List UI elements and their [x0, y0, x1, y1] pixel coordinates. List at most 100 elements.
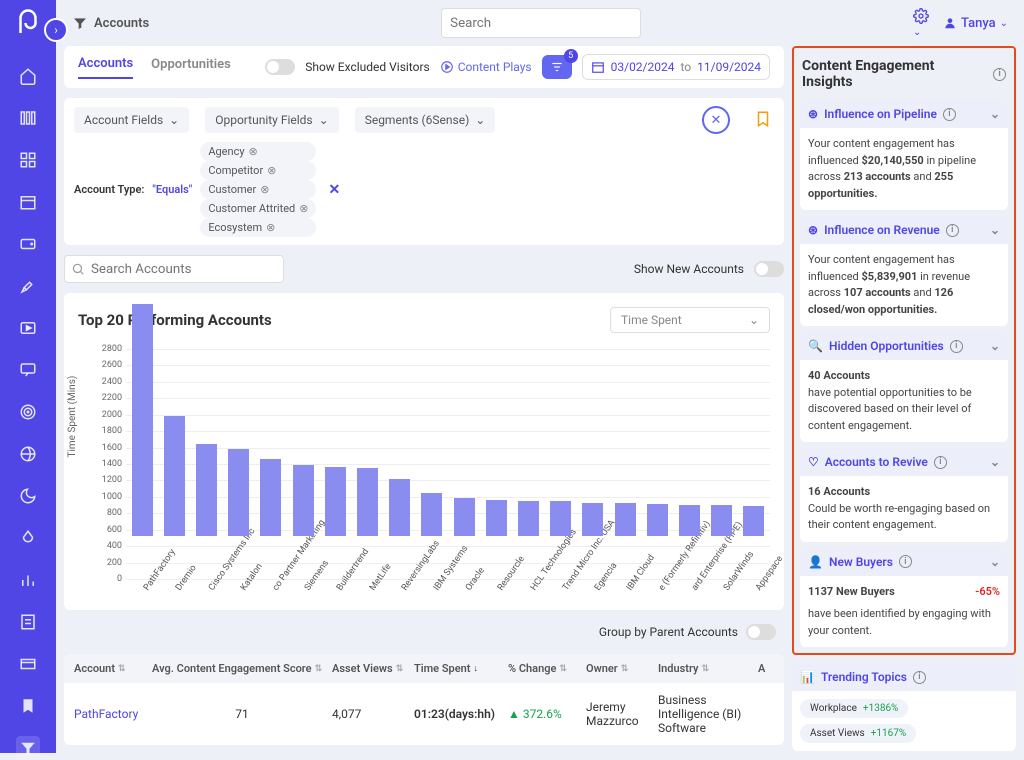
chart-bar[interactable] — [325, 467, 346, 536]
filter-chip[interactable]: Customer ⊗ — [200, 180, 316, 199]
chart-bar[interactable] — [615, 503, 636, 536]
moon-icon[interactable] — [16, 484, 40, 508]
drop-icon[interactable] — [16, 526, 40, 550]
filter-button[interactable]: 5 — [542, 55, 572, 79]
show-new-toggle[interactable] — [754, 261, 784, 277]
chart-bar[interactable] — [164, 416, 185, 536]
chart-bar[interactable] — [389, 479, 410, 537]
filter-chip[interactable]: Ecosystem ⊗ — [200, 218, 316, 237]
save-bookmark-button[interactable] — [754, 108, 774, 132]
bookmark-icon[interactable] — [16, 694, 40, 718]
x-label: SolarWinds — [722, 550, 756, 593]
calendar-icon[interactable] — [16, 190, 40, 214]
play-icon[interactable] — [16, 316, 40, 340]
chart-bar[interactable] — [293, 465, 314, 536]
date-range-picker[interactable]: 03/02/2024 to 11/09/2024 — [582, 54, 770, 80]
trending-chip[interactable]: Workplace+1386% — [800, 699, 908, 718]
chart-bar[interactable] — [454, 498, 475, 536]
clear-filters-button[interactable]: ✕ — [702, 106, 730, 134]
trending-chip[interactable]: Asset Views+1167% — [800, 724, 916, 743]
insight-buyers-header[interactable]: 👤 New Buyers i ⌄ — [800, 548, 1008, 576]
search-input[interactable] — [441, 8, 641, 38]
info-icon[interactable]: i — [993, 68, 1006, 81]
th-a[interactable]: A — [758, 662, 774, 675]
chip-remove-icon[interactable]: ⊗ — [267, 164, 276, 177]
wallet-icon[interactable] — [16, 232, 40, 256]
chart-bar[interactable] — [260, 459, 281, 536]
group-toggle[interactable] — [746, 624, 776, 640]
th-change[interactable]: % Change⇅ — [508, 662, 586, 675]
th-aces[interactable]: Avg. Content Engagement Score⇅ — [152, 662, 332, 675]
chart-bar[interactable] — [196, 444, 217, 536]
chart-bar[interactable] — [228, 449, 249, 536]
user-menu[interactable]: Tanya ⌄ — [943, 16, 1008, 31]
filter-chip[interactable]: Agency ⊗ — [200, 142, 316, 161]
chip-remove-icon[interactable]: ⊗ — [249, 145, 258, 158]
chart-bar[interactable] — [421, 493, 442, 536]
tab-accounts[interactable]: Accounts — [78, 56, 133, 79]
info-icon[interactable]: i — [946, 224, 959, 237]
chart-bar[interactable] — [647, 504, 668, 536]
topbar: Accounts ⌄ Tanya ⌄ — [56, 0, 1024, 46]
insight-hidden-header[interactable]: 🔍 Hidden Opportunities i ⌄ — [800, 332, 1008, 360]
th-industry[interactable]: Industry⇅ — [658, 662, 758, 675]
accounts-search-input[interactable] — [64, 255, 284, 283]
insights-panel: Content Engagement Insights i ⊛ Influenc… — [792, 46, 1016, 655]
info-icon[interactable]: i — [950, 340, 963, 353]
chip-remove-icon[interactable]: ⊗ — [260, 183, 269, 196]
y-axis-label: Time Spent (Mins) — [67, 375, 78, 457]
th-owner[interactable]: Owner⇅ — [586, 662, 658, 675]
chart-metric-select[interactable]: Time Spent⌄ — [610, 307, 770, 333]
y-tick: 600 — [94, 525, 122, 535]
global-search[interactable] — [441, 8, 641, 38]
chip-remove-icon[interactable]: ⊗ — [299, 202, 308, 215]
bars-icon[interactable] — [16, 568, 40, 592]
target-icon[interactable] — [16, 400, 40, 424]
insight-revive-header[interactable]: ♡ Accounts to Revive i ⌄ — [800, 448, 1008, 476]
chart-bar[interactable] — [550, 501, 571, 536]
chat-icon[interactable] — [16, 358, 40, 382]
trending-header[interactable]: 📊 Trending Topics i — [792, 663, 1016, 691]
filter-chip[interactable]: Competitor ⊗ — [200, 161, 316, 180]
library-icon[interactable] — [16, 106, 40, 130]
chart-bar[interactable] — [518, 501, 539, 536]
excluded-toggle[interactable] — [265, 59, 295, 75]
chip-remove-icon[interactable]: ⊗ — [266, 221, 275, 234]
info-icon[interactable]: i — [899, 555, 912, 568]
info-icon[interactable]: i — [913, 671, 926, 684]
insight-revenue-header[interactable]: ⊛ Influence on Revenue i ⌄ — [800, 216, 1008, 244]
funnel-icon[interactable] — [16, 736, 40, 760]
clear-chip-button[interactable]: ✕ — [328, 182, 340, 198]
info-icon[interactable]: i — [934, 456, 947, 469]
info-icon[interactable]: i — [943, 108, 956, 121]
accounts-search[interactable] — [64, 255, 284, 283]
expand-sidebar-button[interactable]: › — [44, 18, 68, 42]
segments-dropdown[interactable]: Segments (6Sense)⌄ — [355, 107, 496, 133]
globe-icon[interactable] — [16, 442, 40, 466]
report-icon[interactable] — [16, 610, 40, 634]
tools-icon[interactable] — [16, 274, 40, 298]
th-time-spent[interactable]: Time Spent↓ — [414, 662, 508, 675]
insight-pipeline-header[interactable]: ⊛ Influence on Pipeline i ⌄ — [800, 100, 1008, 128]
filter-chip[interactable]: Customer Attrited ⊗ — [200, 199, 316, 218]
chart-bar[interactable] — [679, 505, 700, 536]
home-icon[interactable] — [16, 64, 40, 88]
table-row[interactable]: PathFactory 71 4,077 01:23(days:hh) ▲ 37… — [64, 683, 784, 745]
opportunity-fields-dropdown[interactable]: Opportunity Fields⌄ — [205, 107, 338, 133]
th-asset-views[interactable]: Asset Views⇅ — [332, 662, 414, 675]
chart-bar[interactable] — [743, 506, 764, 536]
chart-bar[interactable] — [357, 468, 378, 536]
th-account[interactable]: Account⇅ — [74, 662, 152, 675]
chart-bar[interactable] — [132, 304, 153, 536]
content-plays-link[interactable]: Content Plays — [440, 60, 532, 74]
chart-bar[interactable] — [711, 505, 732, 536]
grid-icon[interactable] — [16, 148, 40, 172]
card-icon[interactable] — [16, 652, 40, 676]
chart-bar[interactable] — [582, 503, 603, 536]
settings-button[interactable]: ⌄ — [913, 8, 929, 39]
tab-opportunities[interactable]: Opportunities — [151, 57, 231, 78]
filter-badge: 5 — [564, 49, 578, 63]
cell-account[interactable]: PathFactory — [74, 707, 152, 721]
account-fields-dropdown[interactable]: Account Fields⌄ — [74, 107, 189, 133]
chart-bar[interactable] — [486, 500, 507, 536]
